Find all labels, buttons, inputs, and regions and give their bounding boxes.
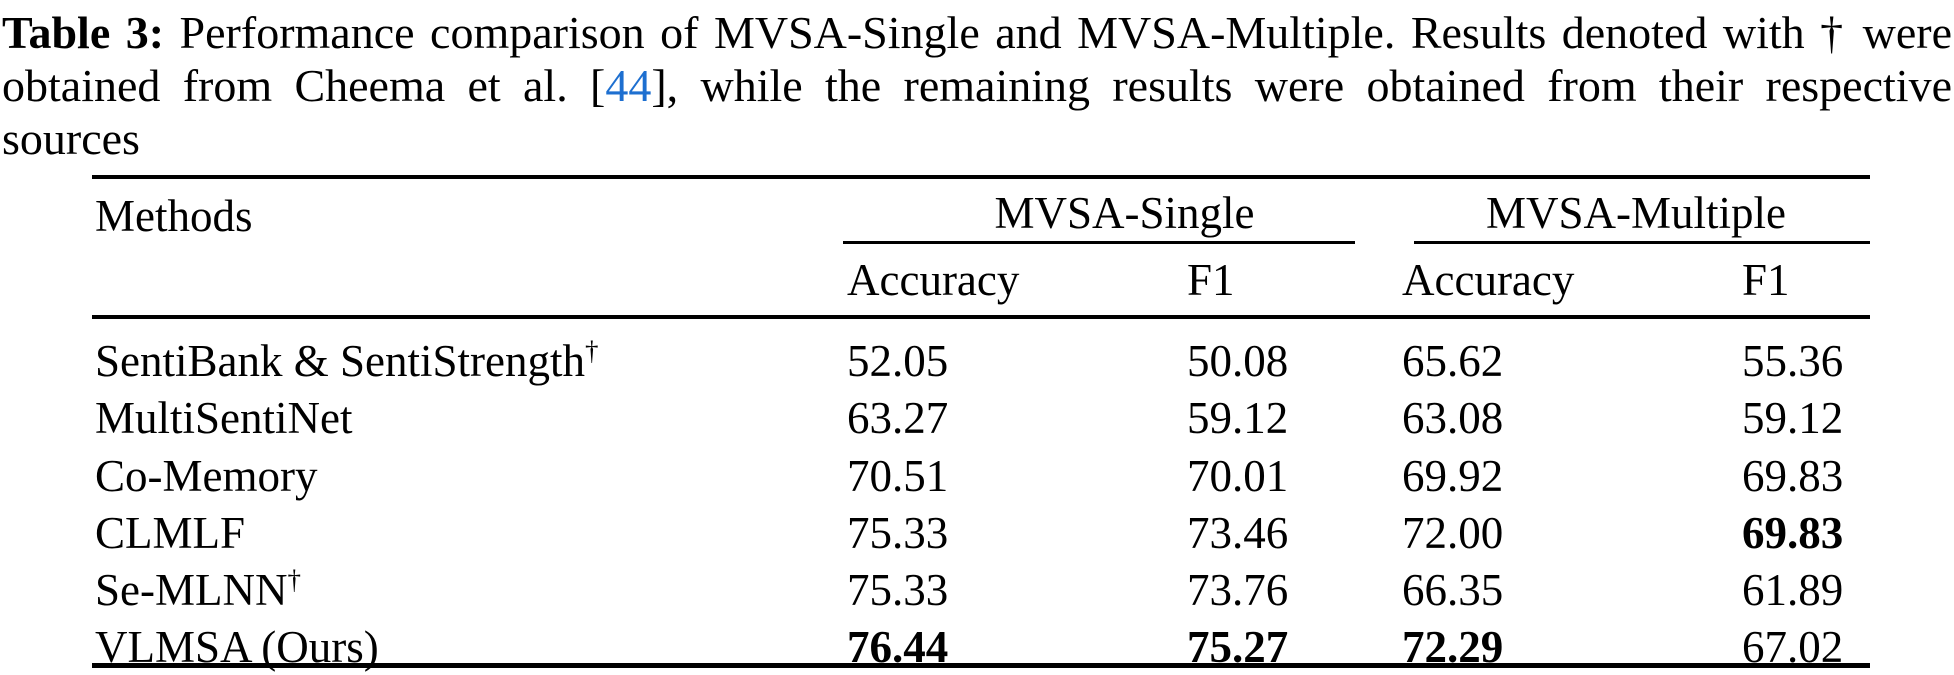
method-name-cell: Se-MLNN† — [92, 548, 847, 613]
method-name-cell: CLMLF — [92, 491, 847, 555]
caption-text-2a: obtained from Cheema et al. [ — [2, 60, 606, 111]
value-cell: 65.62 — [1402, 336, 1504, 386]
value-cell: 63.27 — [847, 393, 949, 444]
dagger-superscript: † — [585, 336, 599, 366]
group-header-mvsa-multiple: MVSA-Multiple — [1485, 188, 1786, 238]
results-table: Methods MVSA-Single MVSA-Multiple Accura… — [92, 175, 1870, 673]
value-cell: 75.27 — [1187, 622, 1289, 673]
subheader-accuracy-single: Accuracy — [847, 255, 1020, 305]
value-cell: 75.33 — [847, 507, 949, 558]
value-cell: 59.12 — [1742, 393, 1844, 444]
methods-header-cell: Methods — [95, 191, 253, 241]
value-cell: 73.76 — [1187, 565, 1289, 616]
group-header-mvsa-single: MVSA-Single — [994, 188, 1255, 238]
value-cell: 67.02 — [1742, 622, 1844, 673]
method-name: Se-MLNN — [95, 565, 288, 616]
caption-line-1: Table 3: Performance comparison of MVSA-… — [2, 6, 1952, 59]
caption-line-2: obtained from Cheema et al. [44], while … — [2, 59, 1952, 112]
cmidrule-mvsa-multiple — [1414, 241, 1870, 244]
value-cell: 55.36 — [1742, 336, 1844, 386]
bottomrule — [92, 663, 1870, 668]
caption-line-3: sources — [2, 112, 1952, 165]
value-cell: 61.89 — [1742, 565, 1844, 616]
value-cell: 72.00 — [1402, 507, 1504, 558]
value-cell: 75.33 — [847, 565, 949, 616]
value-cell: 70.01 — [1187, 450, 1289, 501]
value-cell: 52.05 — [847, 336, 949, 386]
subheader-f1-single: F1 — [1187, 255, 1235, 305]
value-cell: 66.35 — [1402, 565, 1504, 616]
value-cell: 63.08 — [1402, 393, 1504, 444]
value-cell: 69.83 — [1742, 450, 1844, 501]
method-name-cell: VLMSA (Ours) — [92, 605, 847, 670]
table-label: Table 3: — [2, 7, 165, 58]
subheader-accuracy-multiple: Accuracy — [1402, 255, 1575, 305]
toprule — [92, 175, 1870, 179]
method-name-cell: MultiSentiNet — [92, 376, 847, 441]
method-name: Co-Memory — [95, 450, 318, 501]
value-cell: 69.92 — [1402, 450, 1504, 501]
caption-text-1: Performance comparison of MVSA-Single an… — [164, 7, 1952, 58]
method-name: MultiSentiNet — [95, 393, 353, 444]
caption-text-3: sources — [2, 113, 140, 164]
method-name: VLMSA (Ours) — [95, 622, 379, 673]
value-cell: 76.44 — [847, 622, 949, 673]
value-cell: 70.51 — [847, 450, 949, 501]
value-cell: 69.83 — [1742, 507, 1844, 558]
value-cell: 50.08 — [1187, 336, 1289, 386]
midrule — [92, 315, 1870, 319]
value-cell: 72.29 — [1402, 622, 1504, 673]
table-caption: Table 3: Performance comparison of MVSA-… — [2, 6, 1952, 165]
method-name: CLMLF — [95, 507, 246, 558]
citation-link[interactable]: 44 — [605, 60, 652, 111]
subheader-f1-multiple: F1 — [1742, 255, 1790, 305]
value-cell: 73.46 — [1187, 507, 1289, 558]
cmidrule-mvsa-single — [843, 241, 1355, 244]
value-cell: 59.12 — [1187, 393, 1289, 444]
method-name-cell: SentiBank & SentiStrength† — [92, 319, 847, 384]
dagger-superscript: † — [287, 565, 301, 596]
table-grid: Methods MVSA-Single MVSA-Multiple Accura… — [92, 179, 1870, 673]
method-name-cell: Co-Memory — [92, 434, 847, 498]
method-name: SentiBank & SentiStrength — [95, 336, 585, 386]
caption-text-2b: ], while the remaining results were obta… — [651, 60, 1952, 111]
